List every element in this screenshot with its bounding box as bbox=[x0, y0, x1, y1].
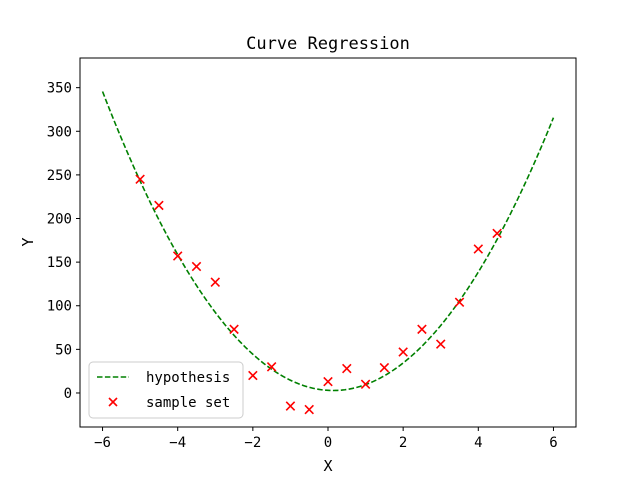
sample-point bbox=[379, 362, 390, 373]
y-axis-label: Y bbox=[19, 237, 37, 246]
sample-point bbox=[304, 404, 314, 415]
sample-point bbox=[154, 200, 164, 211]
sample-point bbox=[360, 379, 371, 390]
y-tick-label: 350 bbox=[47, 81, 72, 97]
sample-point bbox=[266, 362, 277, 372]
sample-point bbox=[323, 376, 333, 387]
sample-point bbox=[135, 174, 145, 185]
x-tick-label: −4 bbox=[169, 435, 186, 451]
sample-point bbox=[248, 370, 258, 381]
sample-point bbox=[398, 347, 408, 357]
hypothesis-line bbox=[101, 91, 555, 392]
sample-point bbox=[435, 339, 446, 349]
x-tick-label: −6 bbox=[94, 435, 111, 451]
chart-title: Curve Regression bbox=[246, 34, 410, 54]
x-tick-label: 6 bbox=[549, 435, 557, 451]
sample-point bbox=[492, 228, 502, 239]
sample-point bbox=[210, 277, 221, 287]
legend-hypothesis-label: hypothesis bbox=[146, 370, 230, 386]
legend: hypothesis sample set bbox=[88, 361, 244, 419]
plot-frame bbox=[79, 57, 577, 428]
sample-point bbox=[342, 363, 352, 374]
legend-sample-set-label: sample set bbox=[146, 395, 230, 411]
y-tick-label: 100 bbox=[47, 299, 72, 315]
sample-point bbox=[454, 297, 465, 308]
x-axis-label: X bbox=[323, 457, 332, 475]
x-tick-label: 0 bbox=[324, 435, 332, 451]
x-tick-label: 4 bbox=[474, 435, 482, 451]
axis-ticks: −6 −4 −2 0 2 4 6 0 50 100 150 200 250 300 350 bbox=[47, 81, 558, 451]
sample-point bbox=[191, 261, 202, 272]
y-tick-label: 0 bbox=[64, 386, 72, 402]
sample-point bbox=[417, 324, 427, 335]
y-tick-label: 200 bbox=[47, 212, 72, 228]
legend-box bbox=[88, 361, 244, 419]
sample-point bbox=[285, 401, 296, 411]
y-tick-label: 50 bbox=[55, 342, 72, 358]
plot-area bbox=[101, 91, 555, 415]
y-tick-label: 250 bbox=[47, 168, 72, 184]
y-tick-label: 150 bbox=[47, 255, 72, 271]
x-tick-label: −2 bbox=[244, 435, 261, 451]
y-tick-label: 300 bbox=[47, 124, 72, 140]
sample-point bbox=[229, 324, 239, 335]
legend-sample-set-marker bbox=[108, 397, 118, 407]
sample-point bbox=[473, 244, 484, 254]
x-tick-label: 2 bbox=[399, 435, 407, 451]
sample-point bbox=[172, 251, 183, 261]
